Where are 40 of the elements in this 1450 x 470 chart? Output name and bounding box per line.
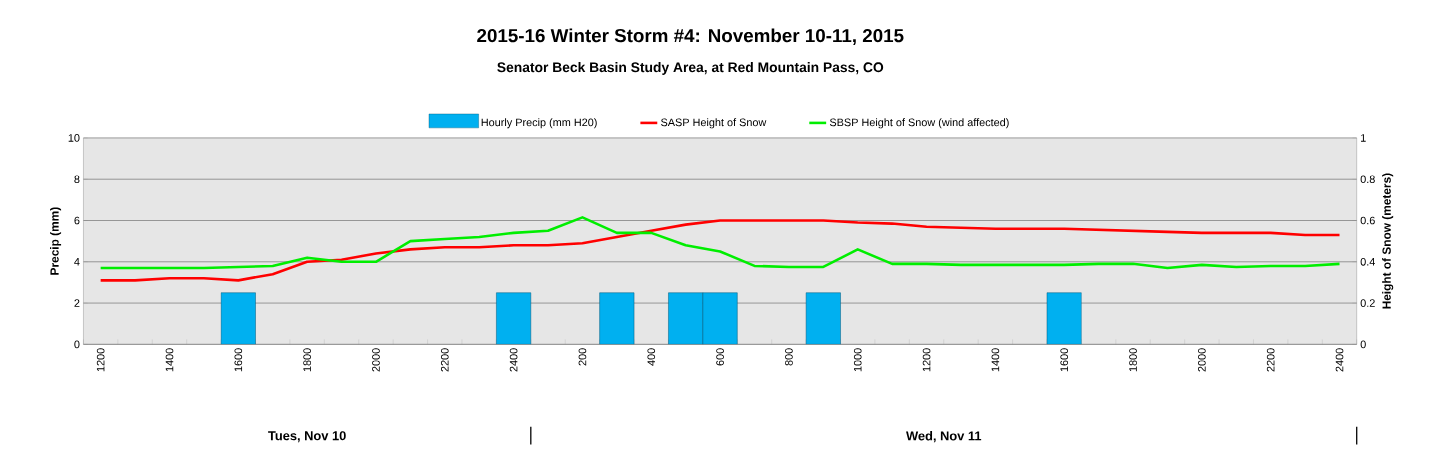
- x-tick-label: 800: [785, 348, 793, 366]
- y2-axis-title: Height of Snow (meters): [1382, 173, 1394, 309]
- y-axis-title: Precip (mm): [50, 207, 62, 275]
- y2-tick-label: 0.4: [1360, 257, 1375, 266]
- x-tick-label: 1600: [234, 348, 243, 372]
- y-tick-label: 0: [74, 340, 80, 349]
- y-tick-label: 4: [74, 257, 80, 266]
- y-tick-label: 2: [74, 299, 80, 307]
- x-tick-label: 200: [578, 348, 587, 366]
- x-tick-label: 2400: [509, 348, 518, 372]
- y2-tick-label: 0: [1360, 340, 1366, 349]
- y-tick-label: 8: [74, 175, 80, 183]
- x-tick-label: 1600: [1060, 348, 1069, 372]
- y-tick-label: 10: [68, 133, 80, 142]
- x-tick-label: 1000: [853, 348, 862, 372]
- x-tick-label: 2000: [1198, 348, 1206, 372]
- x-tick-label: 2200: [440, 348, 449, 372]
- chart-subtitle: Senator Beck Basin Study Area, at Red Mountain Pass, CO: [497, 61, 884, 75]
- text: Wed, Nov 11: [906, 430, 982, 443]
- legend-label: SASP Height of Snow: [661, 118, 767, 129]
- legend-label: SBSP Height of Snow (wind affected): [829, 118, 1009, 129]
- x-tick-label: 1400: [165, 348, 174, 372]
- x-tick-label: 600: [716, 348, 724, 366]
- x-tick-label: 400: [647, 348, 656, 366]
- x-tick-label: 2200: [1266, 348, 1275, 372]
- x-tick-label: 1400: [991, 348, 1000, 372]
- x-tick-label: 1800: [1129, 348, 1137, 372]
- x-tick-label: 1200: [96, 348, 105, 372]
- chart-title: 2015-16 Winter Storm #4: November 10-11, 2015: [477, 28, 904, 45]
- legend-label: Hourly Precip (mm H20): [481, 118, 597, 129]
- y2-tick-label: 1: [1361, 134, 1366, 142]
- y2-tick-label: 0.6: [1360, 216, 1375, 225]
- y-tick-label: 6: [74, 216, 80, 225]
- x-tick-label: 2400: [1335, 348, 1344, 372]
- y2-tick-label: 0.8: [1360, 175, 1375, 183]
- text: Tues, Nov 10: [268, 430, 346, 442]
- x-tick-label: 1200: [922, 348, 931, 372]
- y2-tick-label: 0.2: [1360, 299, 1375, 307]
- x-tick-label: 1800: [303, 348, 311, 372]
- x-tick-label: 2000: [372, 348, 380, 372]
